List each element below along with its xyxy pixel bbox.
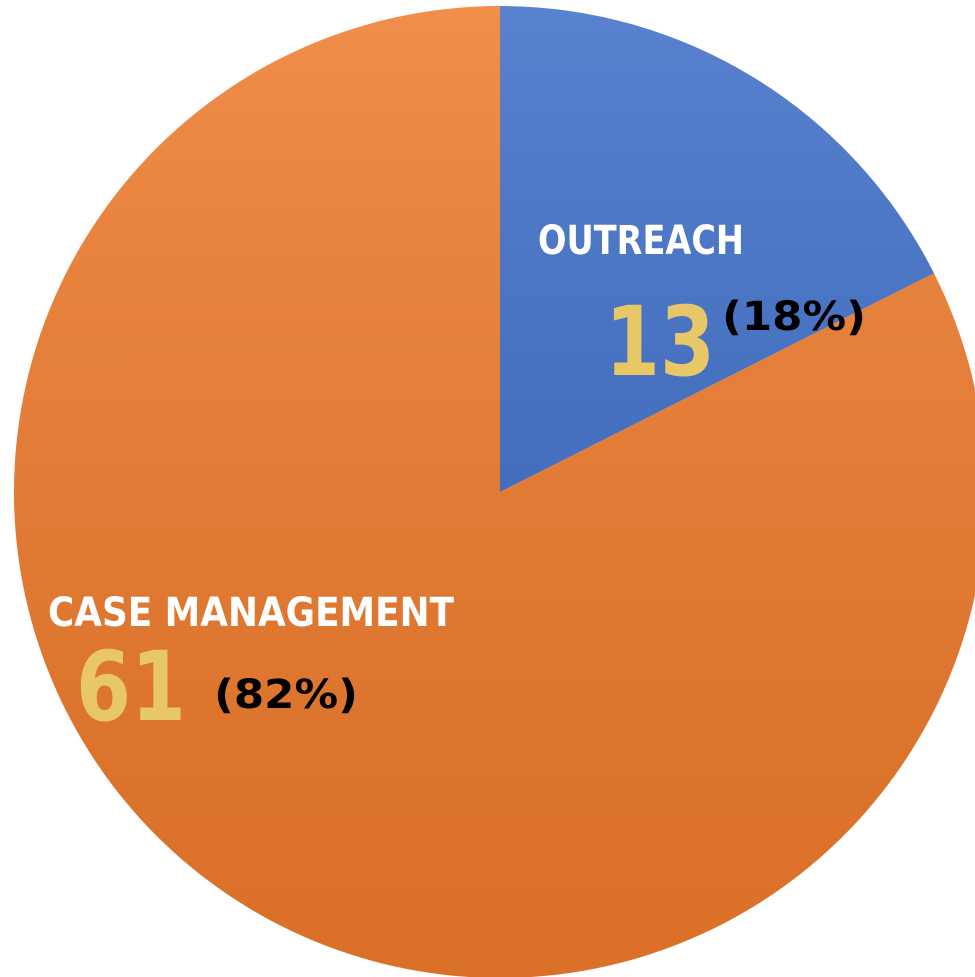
chart: OUTREACH 13(18%) CASE MANAGEMENT61 (82%)	[0, 0, 975, 977]
pie-shade	[14, 6, 975, 977]
category-label: CASE MANAGEMENT	[48, 590, 455, 636]
value-label: 13	[605, 286, 715, 398]
value-label: 61	[76, 631, 186, 743]
percent-label: (18%)	[722, 294, 866, 340]
category-label: OUTREACH	[538, 218, 744, 264]
percent-label: (82%)	[214, 672, 358, 718]
slices	[14, 6, 975, 977]
page: OUTREACH13(18%)CASE MANAGEMENT61(82%) ((…	[0, 0, 975, 977]
